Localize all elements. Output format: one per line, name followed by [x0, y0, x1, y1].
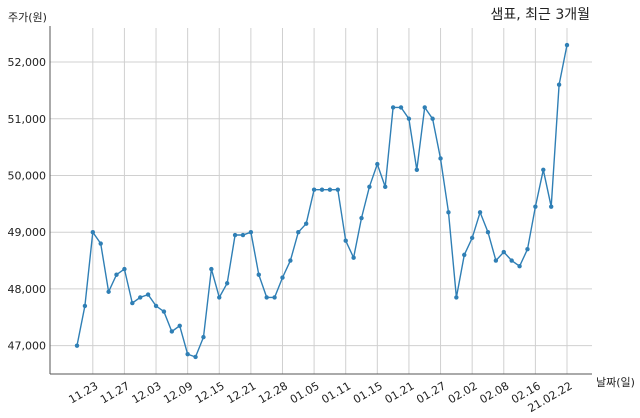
- x-tick-label: 01.05: [288, 379, 322, 406]
- x-tick-label: 01.11: [319, 379, 353, 406]
- data-point: [74, 343, 80, 348]
- data-point: [501, 249, 506, 255]
- data-point: [351, 255, 356, 260]
- data-point: [319, 187, 325, 192]
- data-point: [303, 221, 309, 226]
- data-point: [296, 229, 301, 235]
- data-point: [564, 42, 570, 48]
- data-point: [90, 229, 96, 235]
- data-point: [556, 82, 562, 87]
- data-point: [477, 210, 483, 215]
- point-layer: [74, 42, 570, 360]
- data-point: [509, 258, 514, 263]
- data-point: [493, 258, 499, 263]
- grid-layer: [50, 28, 592, 374]
- data-point: [138, 295, 143, 300]
- data-point: [446, 210, 451, 215]
- data-point: [367, 184, 372, 190]
- data-point: [82, 303, 88, 309]
- x-tick-label: 12.21: [225, 379, 259, 406]
- data-point: [122, 266, 127, 272]
- x-tick-label: 12.09: [161, 379, 195, 406]
- data-point: [217, 295, 222, 300]
- y-tick-label: 48,000: [8, 283, 47, 296]
- data-point: [343, 238, 348, 243]
- data-point: [209, 266, 214, 272]
- data-point: [398, 105, 404, 110]
- y-tick-label: 47,000: [8, 340, 47, 353]
- data-point: [201, 334, 206, 340]
- y-tick-label: 52,000: [8, 56, 47, 69]
- y-tick-label: 49,000: [8, 226, 47, 239]
- x-tick-label: 01.27: [414, 379, 448, 406]
- data-point: [422, 105, 427, 110]
- data-point: [98, 241, 103, 246]
- data-point: [438, 156, 443, 161]
- data-point: [375, 161, 380, 167]
- data-point: [161, 309, 167, 314]
- data-point: [335, 187, 341, 192]
- data-point: [430, 116, 435, 121]
- data-point: [256, 272, 261, 277]
- data-point: [533, 204, 538, 209]
- data-point: [327, 187, 333, 192]
- data-point: [177, 323, 182, 328]
- price-line: [76, 44, 568, 358]
- data-point: [114, 272, 119, 277]
- x-tick-label: 12.28: [256, 379, 290, 406]
- data-point: [414, 167, 420, 173]
- data-point: [406, 116, 412, 121]
- data-point: [462, 252, 467, 258]
- x-tick-label: 02.02: [446, 379, 480, 406]
- data-point: [485, 229, 491, 235]
- x-tick-label: 11.27: [98, 379, 132, 406]
- y-tick-label: 51,000: [8, 113, 47, 126]
- x-tick-label: 01.21: [383, 379, 417, 406]
- x-tick-label: 12.03: [130, 379, 164, 406]
- data-point: [469, 235, 475, 241]
- data-point: [185, 351, 190, 357]
- x-tick-label: 12.15: [193, 379, 227, 406]
- data-point: [525, 247, 530, 252]
- data-point: [169, 329, 175, 334]
- axis-layer: 47,000 48,000 49,000 50,000 51,000 52,000 11.2…: [8, 26, 592, 415]
- data-point: [311, 187, 317, 192]
- data-point: [517, 264, 522, 269]
- data-point: [232, 232, 238, 238]
- data-point: [541, 167, 546, 173]
- x-tick-label: 11.23: [67, 379, 101, 406]
- data-point: [240, 232, 246, 238]
- data-point: [548, 204, 554, 209]
- data-point: [454, 295, 459, 300]
- y-tick-label: 50,000: [8, 169, 47, 182]
- x-axis-label: 날짜(일): [596, 375, 635, 389]
- data-point: [264, 295, 269, 300]
- data-point: [280, 275, 285, 280]
- data-point: [390, 105, 396, 110]
- x-tick-label: 02.08: [477, 379, 511, 406]
- y-axis-label: 주가(원): [8, 11, 47, 24]
- data-point: [248, 229, 254, 235]
- label-layer: 샘표, 최근 3개월 주가(원) 날짜(일): [8, 7, 635, 389]
- data-point: [130, 300, 135, 306]
- x-tick-label: 01.15: [351, 379, 385, 406]
- data-point: [153, 303, 159, 309]
- data-point: [359, 215, 364, 221]
- data-point: [224, 281, 230, 286]
- data-point: [383, 184, 388, 190]
- chart-title: 샘표, 최근 3개월: [490, 7, 590, 23]
- line-layer: [76, 44, 568, 358]
- data-point: [193, 354, 198, 360]
- data-point: [106, 289, 111, 294]
- data-point: [272, 295, 277, 300]
- data-point: [145, 292, 151, 297]
- data-point: [288, 258, 293, 263]
